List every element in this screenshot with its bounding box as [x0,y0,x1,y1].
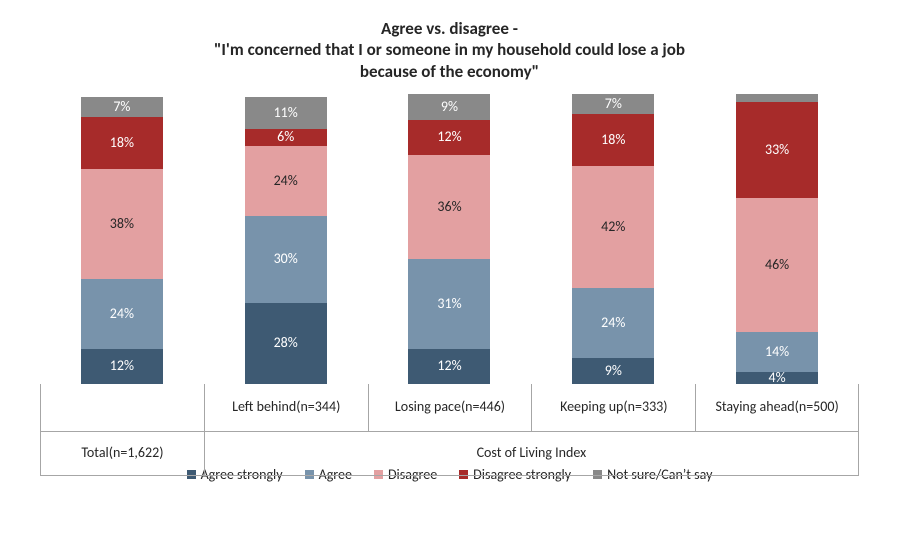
category-label-line: Left behind [232,399,296,415]
segment-losing_pace-agree_strongly: 12% [408,349,490,384]
segment-left_behind-disagree_strongly: 6% [245,129,327,146]
segment-staying_ahead-not_sure: 3% [736,94,818,103]
segment-keeping_up-disagree: 42% [572,166,654,288]
segment-losing_pace-disagree_strongly: 12% [408,120,490,155]
segment-label: 31% [408,297,490,311]
segment-label: 9% [572,364,654,378]
category-label-line: (n=344) [296,399,340,415]
segment-staying_ahead-disagree: 46% [736,198,818,331]
segment-label: 24% [572,316,654,330]
category-label-total [40,384,204,432]
segment-label: 33% [736,143,818,157]
segment-total-disagree: 38% [81,169,163,279]
segment-total-disagree_strongly: 18% [81,117,163,169]
bar-column-total: 12% 24% 38% 18% 7% [40,94,204,384]
segment-staying_ahead-disagree_strongly: 33% [736,102,818,198]
segment-label: 11% [245,106,327,120]
segment-keeping_up-agree: 24% [572,288,654,358]
chart-plot: 12%24%38%18%7%28%30%24%6%11%12%31%36%12%… [40,94,859,384]
bar-staying_ahead: 4% 14% 46% 33% 3% [736,94,818,384]
category-axis-row: Left behind(n=344)Losing pace(n=446)Keep… [40,384,859,432]
category-label-line: Keeping up [560,399,623,415]
segment-staying_ahead-agree_strongly: 4% [736,372,818,384]
segment-label: 18% [81,136,163,150]
segment-losing_pace-not_sure: 9% [408,94,490,120]
segment-left_behind-agree: 30% [245,216,327,303]
group-axis-row: Total(n=1,622) Cost of Living Index [40,432,859,476]
chart-area: 12%24%38%18%7%28%30%24%6%11%12%31%36%12%… [40,94,859,454]
bar-column-losing_pace: 12% 31% 36% 12% 9% [368,94,532,384]
segment-label: 24% [81,307,163,321]
category-label-line: Losing pace [395,399,461,415]
segment-label: 28% [245,336,327,350]
group-label-line: (n=1,622) [109,445,164,461]
segment-keeping_up-not_sure: 7% [572,94,654,114]
category-label-left_behind: Left behind(n=344) [204,384,368,432]
bar-losing_pace: 12% 31% 36% 12% 9% [408,94,490,384]
segment-label: 12% [408,130,490,144]
chart-title-line1: Agree vs. disagree - [40,18,859,39]
segment-losing_pace-disagree: 36% [408,155,490,259]
segment-label: 42% [572,220,654,234]
category-label-keeping_up: Keeping up(n=333) [531,384,695,432]
segment-staying_ahead-agree: 14% [736,332,818,373]
group-label-line: Cost of Living Index [477,445,587,461]
category-label-line: (n=500) [795,399,839,415]
bar-column-staying_ahead: 4% 14% 46% 33% 3% [695,94,859,384]
segment-label: 7% [572,97,654,111]
segment-label: 12% [408,359,490,373]
segment-total-agree_strongly: 12% [81,349,163,384]
group-label-0: Total(n=1,622) [40,432,204,476]
category-label-line: Staying ahead [715,399,794,415]
segment-label: 38% [81,217,163,231]
category-label-line: (n=446) [461,399,505,415]
category-label-losing_pace: Losing pace(n=446) [368,384,532,432]
bar-column-keeping_up: 9% 24% 42% 18% 7% [531,94,695,384]
segment-label: 12% [81,359,163,373]
bar-column-left_behind: 28% 30% 24% 6% 11% [204,94,368,384]
bar-total: 12% 24% 38% 18% 7% [81,97,163,384]
x-axis: Left behind(n=344)Losing pace(n=446)Keep… [40,384,859,476]
chart-title-line2: "I'm concerned that I or someone in my h… [40,39,859,60]
segment-label: 46% [736,258,818,272]
group-label-line: Total [81,445,108,461]
segment-keeping_up-agree_strongly: 9% [572,358,654,384]
segment-total-agree: 24% [81,279,163,349]
segment-left_behind-agree_strongly: 28% [245,303,327,384]
segment-left_behind-not_sure: 11% [245,97,327,129]
segment-keeping_up-disagree_strongly: 18% [572,114,654,166]
segment-left_behind-disagree: 24% [245,146,327,216]
category-label-staying_ahead: Staying ahead(n=500) [695,384,859,432]
segment-label: 9% [408,100,490,114]
bar-keeping_up: 9% 24% 42% 18% 7% [572,94,654,384]
segment-label: 6% [245,130,327,144]
segment-label: 36% [408,200,490,214]
segment-label: 14% [736,345,818,359]
segment-total-not_sure: 7% [81,97,163,117]
category-label-line: (n=333) [623,399,667,415]
segment-label: 7% [81,100,163,114]
segment-label: 18% [572,133,654,147]
segment-label: 30% [245,252,327,266]
chart-title-line3: because of the economy" [40,61,859,82]
chart-container: Agree vs. disagree - "I'm concerned that… [0,0,899,544]
segment-label: 24% [245,174,327,188]
chart-title: Agree vs. disagree - "I'm concerned that… [40,18,859,82]
bar-left_behind: 28% 30% 24% 6% 11% [245,97,327,384]
group-label-1: Cost of Living Index [204,432,859,476]
segment-losing_pace-agree: 31% [408,259,490,349]
